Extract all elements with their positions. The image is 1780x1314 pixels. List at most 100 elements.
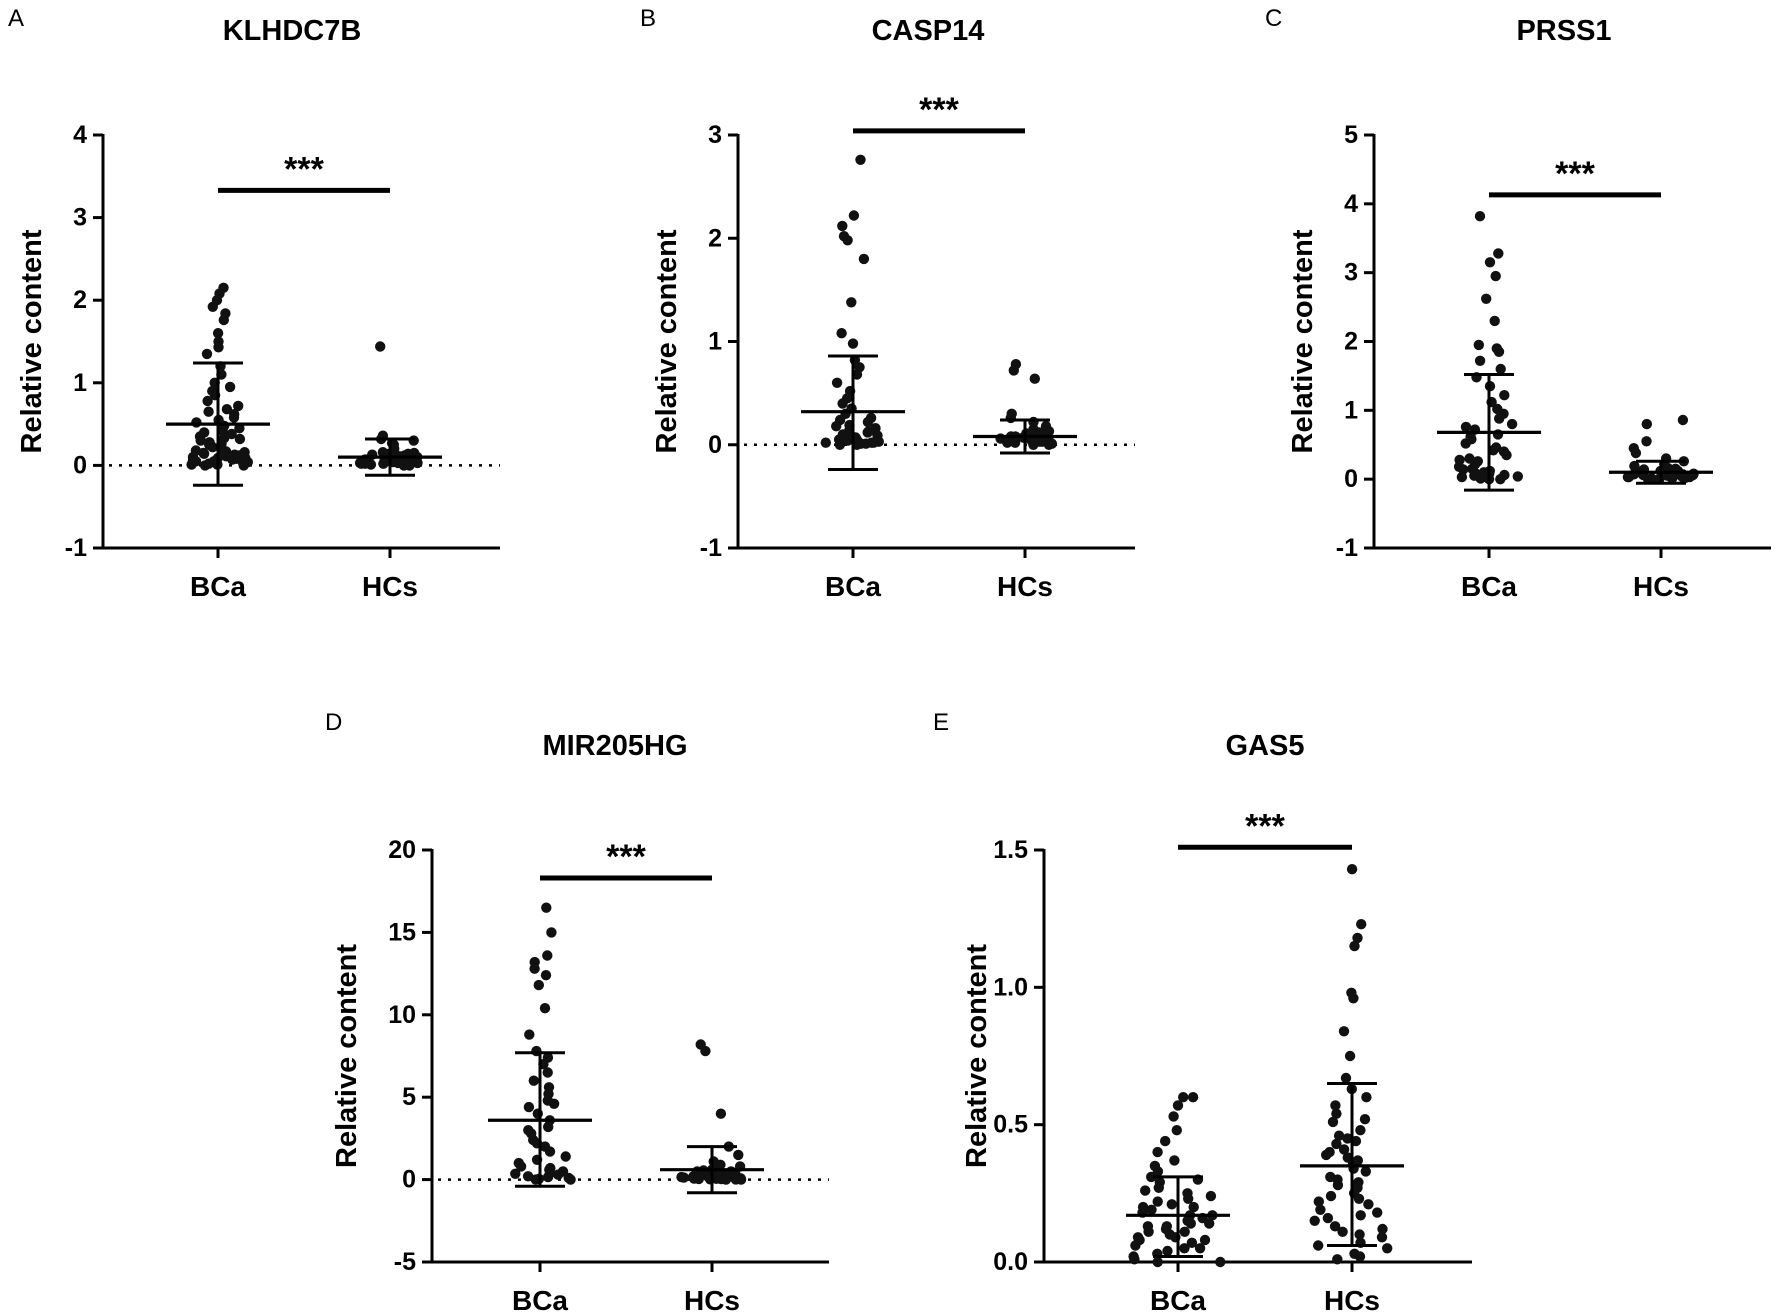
data-point <box>1043 439 1055 450</box>
data-point <box>533 979 544 991</box>
data-point <box>1134 1234 1145 1246</box>
data-point <box>1152 1196 1163 1207</box>
data-point <box>510 1168 521 1180</box>
data-point <box>218 314 229 326</box>
data-point <box>1677 414 1689 426</box>
data-point <box>1641 418 1653 430</box>
significance-label: *** <box>606 838 646 876</box>
data-point <box>1179 1243 1190 1254</box>
data-point <box>548 1098 560 1110</box>
data-point <box>233 400 244 412</box>
y-tick-label: 0 <box>402 1166 416 1194</box>
data-point <box>1315 1204 1326 1216</box>
data-point <box>1008 365 1019 376</box>
y-tick-label: 3 <box>1344 259 1358 287</box>
data-point <box>1313 1240 1324 1251</box>
y-tick-label: 0 <box>1344 465 1358 493</box>
y-tick-label: -5 <box>394 1248 416 1276</box>
data-point <box>1352 932 1363 944</box>
x-category-label: HCs <box>362 571 418 602</box>
data-point <box>543 1121 554 1133</box>
data-point <box>528 1075 539 1086</box>
x-category-label: HCs <box>684 1285 740 1314</box>
data-point <box>1143 1226 1154 1238</box>
data-point <box>539 1003 551 1014</box>
data-point <box>1330 1100 1341 1111</box>
data-point <box>565 1174 576 1185</box>
data-point <box>1493 346 1505 357</box>
data-point <box>224 381 236 393</box>
panel-d: D MIR205HG Relative content -5 0 5 10 15 20 BCa HC… <box>325 709 829 1314</box>
data-point <box>834 439 846 450</box>
data-point <box>1360 1166 1372 1177</box>
data-point <box>1474 211 1486 222</box>
data-point <box>1178 1092 1189 1103</box>
data-point <box>524 1029 535 1040</box>
panel-letter: A <box>8 5 24 32</box>
data-point <box>719 1169 730 1180</box>
data-point <box>1204 1218 1215 1229</box>
data-point <box>846 297 857 308</box>
data-point <box>842 235 853 246</box>
data-point <box>1489 315 1500 327</box>
y-tick-label: 0 <box>73 451 87 479</box>
y-axis-label: Relative content <box>16 229 48 453</box>
y-tick-label: 4 <box>1344 190 1358 218</box>
data-point <box>1359 1114 1371 1125</box>
data-point <box>1331 1138 1342 1150</box>
data-point <box>541 902 552 913</box>
data-point <box>1187 1092 1199 1103</box>
y-tick-label: 1.0 <box>993 973 1028 1001</box>
y-tick-label: 1 <box>1344 396 1358 424</box>
data-point <box>1353 1193 1365 1205</box>
data-point <box>404 460 415 471</box>
data-point <box>1473 339 1485 351</box>
data-point <box>1153 1182 1165 1194</box>
data-point <box>1356 919 1367 930</box>
data-point <box>1313 1196 1325 1207</box>
data-point <box>1146 1171 1157 1183</box>
panel-letter: D <box>325 709 342 736</box>
data-point <box>552 1169 564 1180</box>
x-category-label: HCs <box>1324 1285 1380 1314</box>
data-point <box>217 425 228 436</box>
data-point <box>1160 1135 1171 1147</box>
data-point <box>213 342 224 353</box>
data-point <box>855 154 866 165</box>
data-point <box>1493 248 1504 259</box>
y-tick-label: 2 <box>73 286 87 314</box>
chart-title: GAS5 <box>1226 730 1305 762</box>
data-point <box>1183 1193 1194 1205</box>
data-point <box>1349 940 1360 952</box>
data-point <box>1140 1185 1151 1196</box>
data-point <box>837 429 849 440</box>
data-point <box>831 421 842 432</box>
data-point <box>836 328 847 339</box>
data-point <box>1309 1215 1320 1227</box>
data-point <box>542 950 553 961</box>
y-tick-label: 0 <box>708 431 722 459</box>
data-point <box>1337 1226 1348 1238</box>
panel-b: B CASP14 Relative content -1 0 1 2 3 BCa HCs *** <box>640 5 1135 602</box>
data-point <box>228 412 240 423</box>
data-point <box>546 927 557 938</box>
data-point <box>1470 467 1481 479</box>
data-point <box>1458 464 1469 475</box>
data-point <box>1354 1251 1366 1262</box>
data-point <box>1506 418 1518 430</box>
significance-label: *** <box>284 150 324 188</box>
data-point <box>1499 390 1510 401</box>
data-point <box>820 437 831 448</box>
data-point <box>191 417 202 428</box>
data-point <box>540 970 552 981</box>
data-point <box>1344 1050 1356 1062</box>
data-point <box>1630 447 1642 459</box>
data-point <box>542 1171 554 1183</box>
x-category-label: HCs <box>997 571 1053 602</box>
data-point <box>1152 1146 1163 1158</box>
y-tick-label: 1.5 <box>993 836 1028 864</box>
y-tick-label: 0.5 <box>993 1111 1028 1139</box>
y-tick-label: 15 <box>388 918 416 946</box>
data-point <box>692 1166 703 1177</box>
data-point <box>1194 1243 1206 1254</box>
